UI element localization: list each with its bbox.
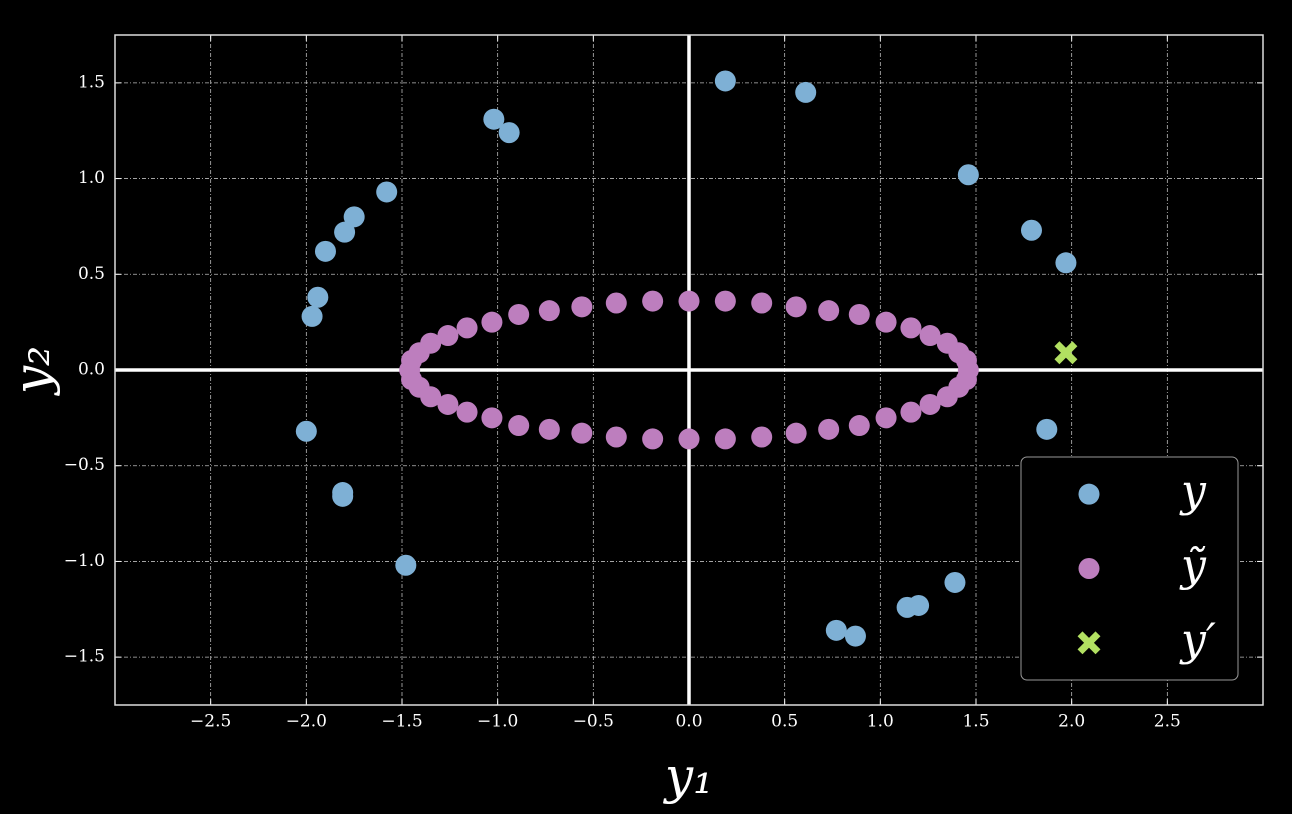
point	[332, 485, 354, 507]
point	[678, 290, 700, 312]
legend-label: ỹ	[1179, 540, 1207, 591]
point	[420, 386, 442, 408]
x-tick-label: −0.5	[573, 712, 614, 732]
point	[437, 325, 459, 347]
point	[875, 311, 897, 333]
plot-frame	[114, 34, 1264, 706]
y-tick-label: −0.5	[64, 455, 105, 475]
point	[900, 317, 922, 339]
point	[825, 619, 847, 641]
point	[714, 428, 736, 450]
point	[900, 401, 922, 423]
point	[795, 81, 817, 103]
point	[437, 393, 459, 415]
legend-box	[1020, 456, 1239, 681]
legend-marker	[1077, 631, 1101, 655]
point	[481, 311, 503, 333]
point	[538, 418, 560, 440]
point	[848, 415, 870, 437]
legend-marker	[1078, 558, 1100, 579]
point	[1020, 219, 1042, 241]
point	[1055, 252, 1077, 274]
legend-label: y′	[1179, 614, 1216, 665]
point	[785, 422, 807, 444]
point	[751, 426, 773, 448]
x-tick-label: 2.5	[1154, 712, 1181, 732]
point	[642, 290, 664, 312]
y-axis-label: y₂	[3, 346, 61, 396]
point	[538, 300, 560, 322]
point	[508, 415, 530, 437]
point	[848, 303, 870, 325]
x-tick-label: −2.0	[286, 712, 327, 732]
point	[295, 420, 317, 442]
point	[395, 554, 417, 576]
point	[456, 317, 478, 339]
point	[818, 418, 840, 440]
y-tick-label: −1.5	[64, 647, 105, 667]
point	[642, 428, 664, 450]
x-tick-label: 1.0	[867, 712, 894, 732]
point	[571, 296, 593, 318]
point	[955, 369, 977, 391]
point	[456, 401, 478, 423]
point	[483, 108, 505, 130]
point	[605, 292, 627, 314]
point	[936, 332, 958, 354]
point	[301, 305, 323, 327]
point	[376, 181, 398, 203]
y-tick-label: 1.0	[78, 168, 105, 188]
y-tick-label: −1.0	[64, 551, 105, 571]
x-tick-label: −2.5	[190, 712, 231, 732]
legend-marker	[1078, 483, 1100, 505]
point	[334, 221, 356, 243]
point	[314, 240, 336, 262]
point	[678, 428, 700, 450]
point	[605, 426, 627, 448]
point	[1036, 418, 1058, 440]
y-tick-label: 0.5	[78, 264, 105, 284]
x-tick-label: 1.5	[962, 712, 989, 732]
point	[508, 303, 530, 325]
x-tick-label: 0.5	[771, 712, 798, 732]
point	[908, 594, 930, 616]
y-tick-label: 1.5	[78, 72, 105, 92]
point	[751, 292, 773, 314]
x-tick-label: −1.0	[477, 712, 518, 732]
x-axis-label: y₁	[663, 747, 713, 805]
y-tick-label: 0.0	[78, 360, 105, 380]
point	[307, 286, 329, 308]
point	[1054, 341, 1078, 365]
point	[818, 300, 840, 322]
point	[919, 325, 941, 347]
x-tick-label: 2.0	[1058, 712, 1085, 732]
x-tick-label: 0.0	[675, 712, 702, 732]
point	[785, 296, 807, 318]
point	[919, 393, 941, 415]
point	[714, 290, 736, 312]
point	[844, 625, 866, 647]
point	[481, 407, 503, 429]
legend-label: y	[1179, 466, 1207, 517]
point	[875, 407, 897, 429]
point	[957, 164, 979, 186]
point	[571, 422, 593, 444]
x-tick-label: −1.5	[381, 712, 422, 732]
point	[714, 70, 736, 92]
point	[343, 206, 365, 228]
point	[944, 571, 966, 593]
point	[498, 122, 520, 144]
